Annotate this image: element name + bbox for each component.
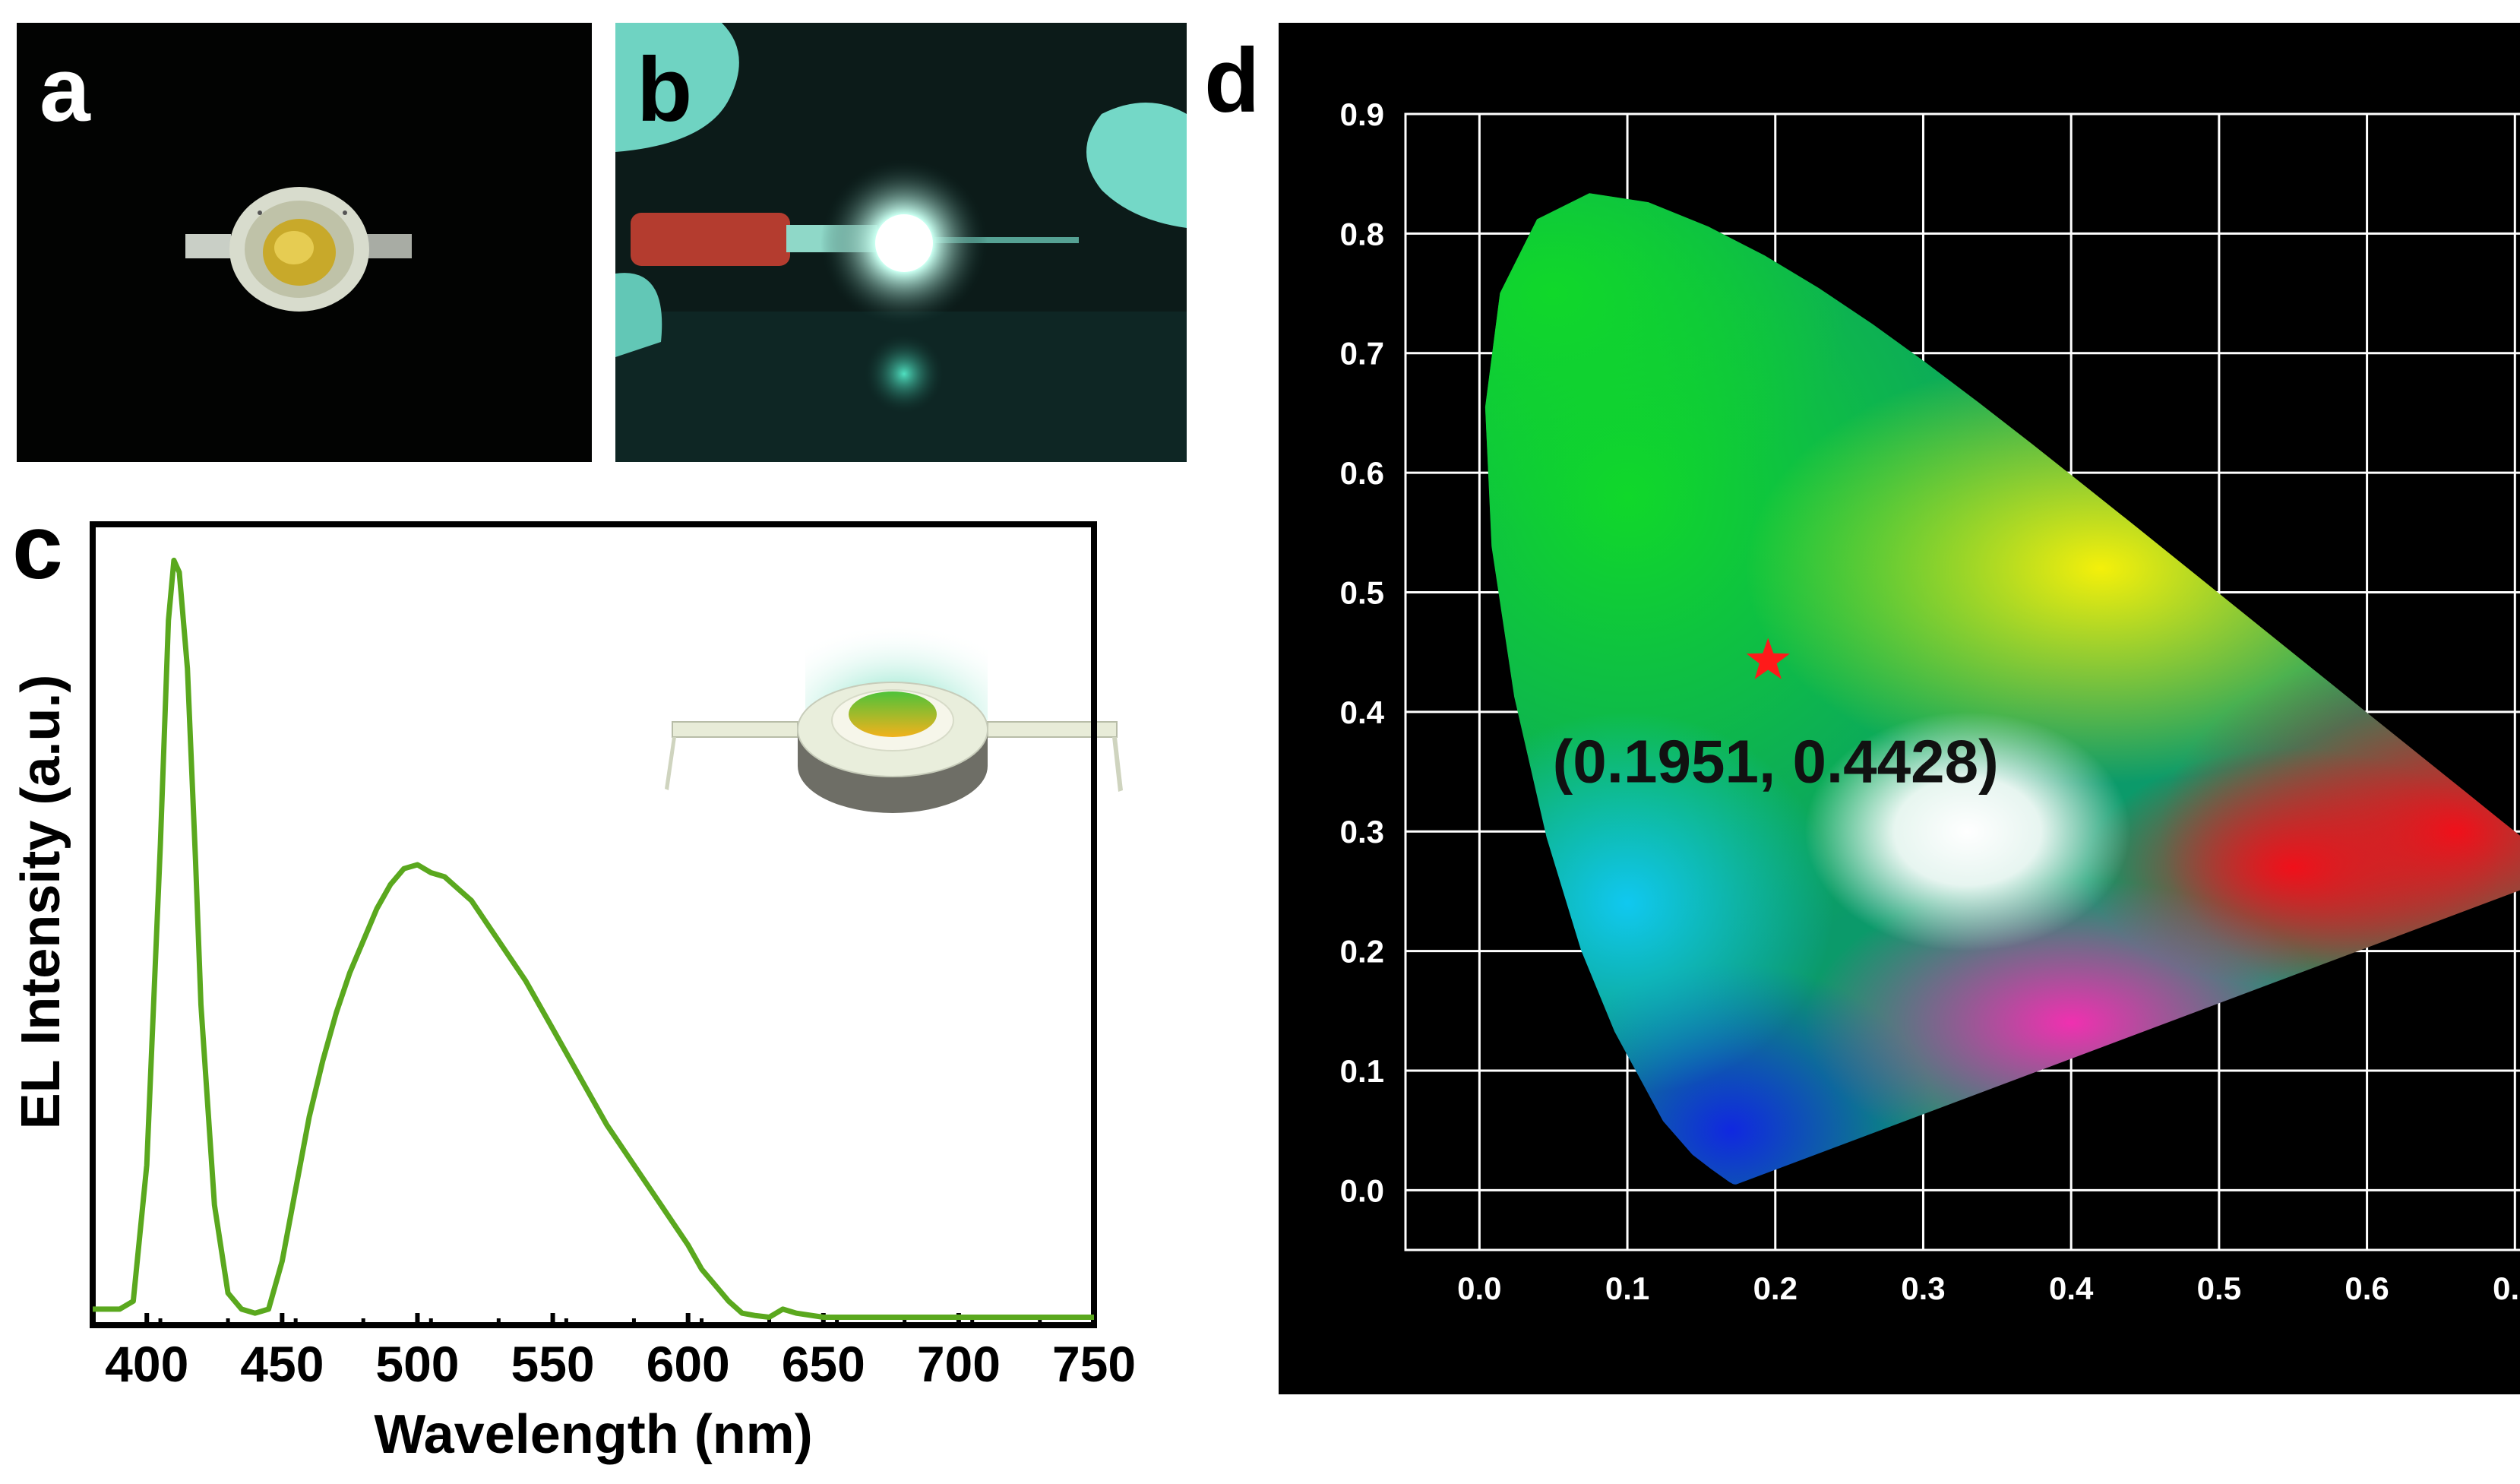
- y-tick-label: 0.7: [1340, 336, 1384, 372]
- y-tick-label: 0.3: [1340, 814, 1384, 850]
- x-tick-label: 0.2: [1753, 1270, 1798, 1306]
- panel-b-photo: b: [615, 23, 1187, 462]
- x-axis-label: Wavelength (nm): [374, 1404, 812, 1465]
- led-chip-photo-lit-cyan: [615, 23, 1187, 462]
- x-tick-label: 0.3: [1901, 1270, 1945, 1306]
- y-tick-label: 0.9: [1340, 97, 1384, 132]
- x-tick-label: 0.6: [2345, 1270, 2389, 1306]
- led-package-illustration-icon: [665, 599, 1123, 813]
- panel-d: d: [1200, 0, 2520, 1480]
- y-tick-label: 0.6: [1340, 455, 1384, 491]
- plot-frame: [90, 521, 1097, 1328]
- chromaticity-color-region: [1804, 711, 2131, 951]
- x-tick-label: 0.4: [2049, 1270, 2094, 1306]
- panel-a-photo: a: [17, 23, 592, 462]
- x-tick-label: 550: [511, 1336, 595, 1392]
- panel-label-c: c: [12, 496, 63, 598]
- x-tick-label: 500: [375, 1336, 459, 1392]
- cie-point-annotation: (0.1951, 0.4428): [1553, 727, 1999, 795]
- y-tick-label: 0.1: [1340, 1053, 1384, 1089]
- led-chip-photo-unlit: [17, 23, 592, 462]
- panel-label-a: a: [40, 39, 90, 141]
- x-tick-label: 0.5: [2197, 1270, 2241, 1306]
- x-tick-label: 750: [1052, 1336, 1136, 1392]
- x-tick-label: 700: [917, 1336, 1001, 1392]
- chromaticity-color-region: [1484, 193, 1850, 533]
- y-tick-label: 0.0: [1340, 1172, 1384, 1208]
- x-tick-label: 0.1: [1605, 1270, 1649, 1306]
- panel-c: c 400 450 500 550 600 650 700 750 Wavelength (nm…: [0, 486, 1231, 1480]
- cie-point-star-marker: [1746, 638, 1790, 679]
- x-tick-label: 600: [647, 1336, 730, 1392]
- panel-label-b: b: [637, 39, 693, 141]
- y-tick-label: 0.5: [1340, 574, 1384, 610]
- x-tick-label: 0.7: [2493, 1270, 2520, 1306]
- y-tick-label: 0.4: [1340, 695, 1385, 730]
- y-tick-label: 0.2: [1340, 934, 1384, 970]
- el-spectrum-line: [93, 557, 1094, 1320]
- x-tick-label: 450: [240, 1336, 324, 1392]
- y-axis-label: EL Intensity (a.u.): [11, 675, 71, 1130]
- x-tick-label: 0.0: [1457, 1270, 1501, 1306]
- x-tick-label: 650: [782, 1336, 865, 1392]
- cie-chromaticity-chart: 0.0 0.1 0.2 0.3 0.4 0.5 0.6 0.7 0.8 0.0 0.1 0.2 0.3 0…: [1279, 23, 2520, 1394]
- el-spectrum-chart: 400 450 500 550 600 650 700 750 Wavelength (nm) E…: [11, 521, 1136, 1465]
- y-tick-label: 0.8: [1340, 216, 1384, 252]
- x-tick-label: 400: [105, 1336, 188, 1392]
- panel-label-d: d: [1204, 30, 1260, 131]
